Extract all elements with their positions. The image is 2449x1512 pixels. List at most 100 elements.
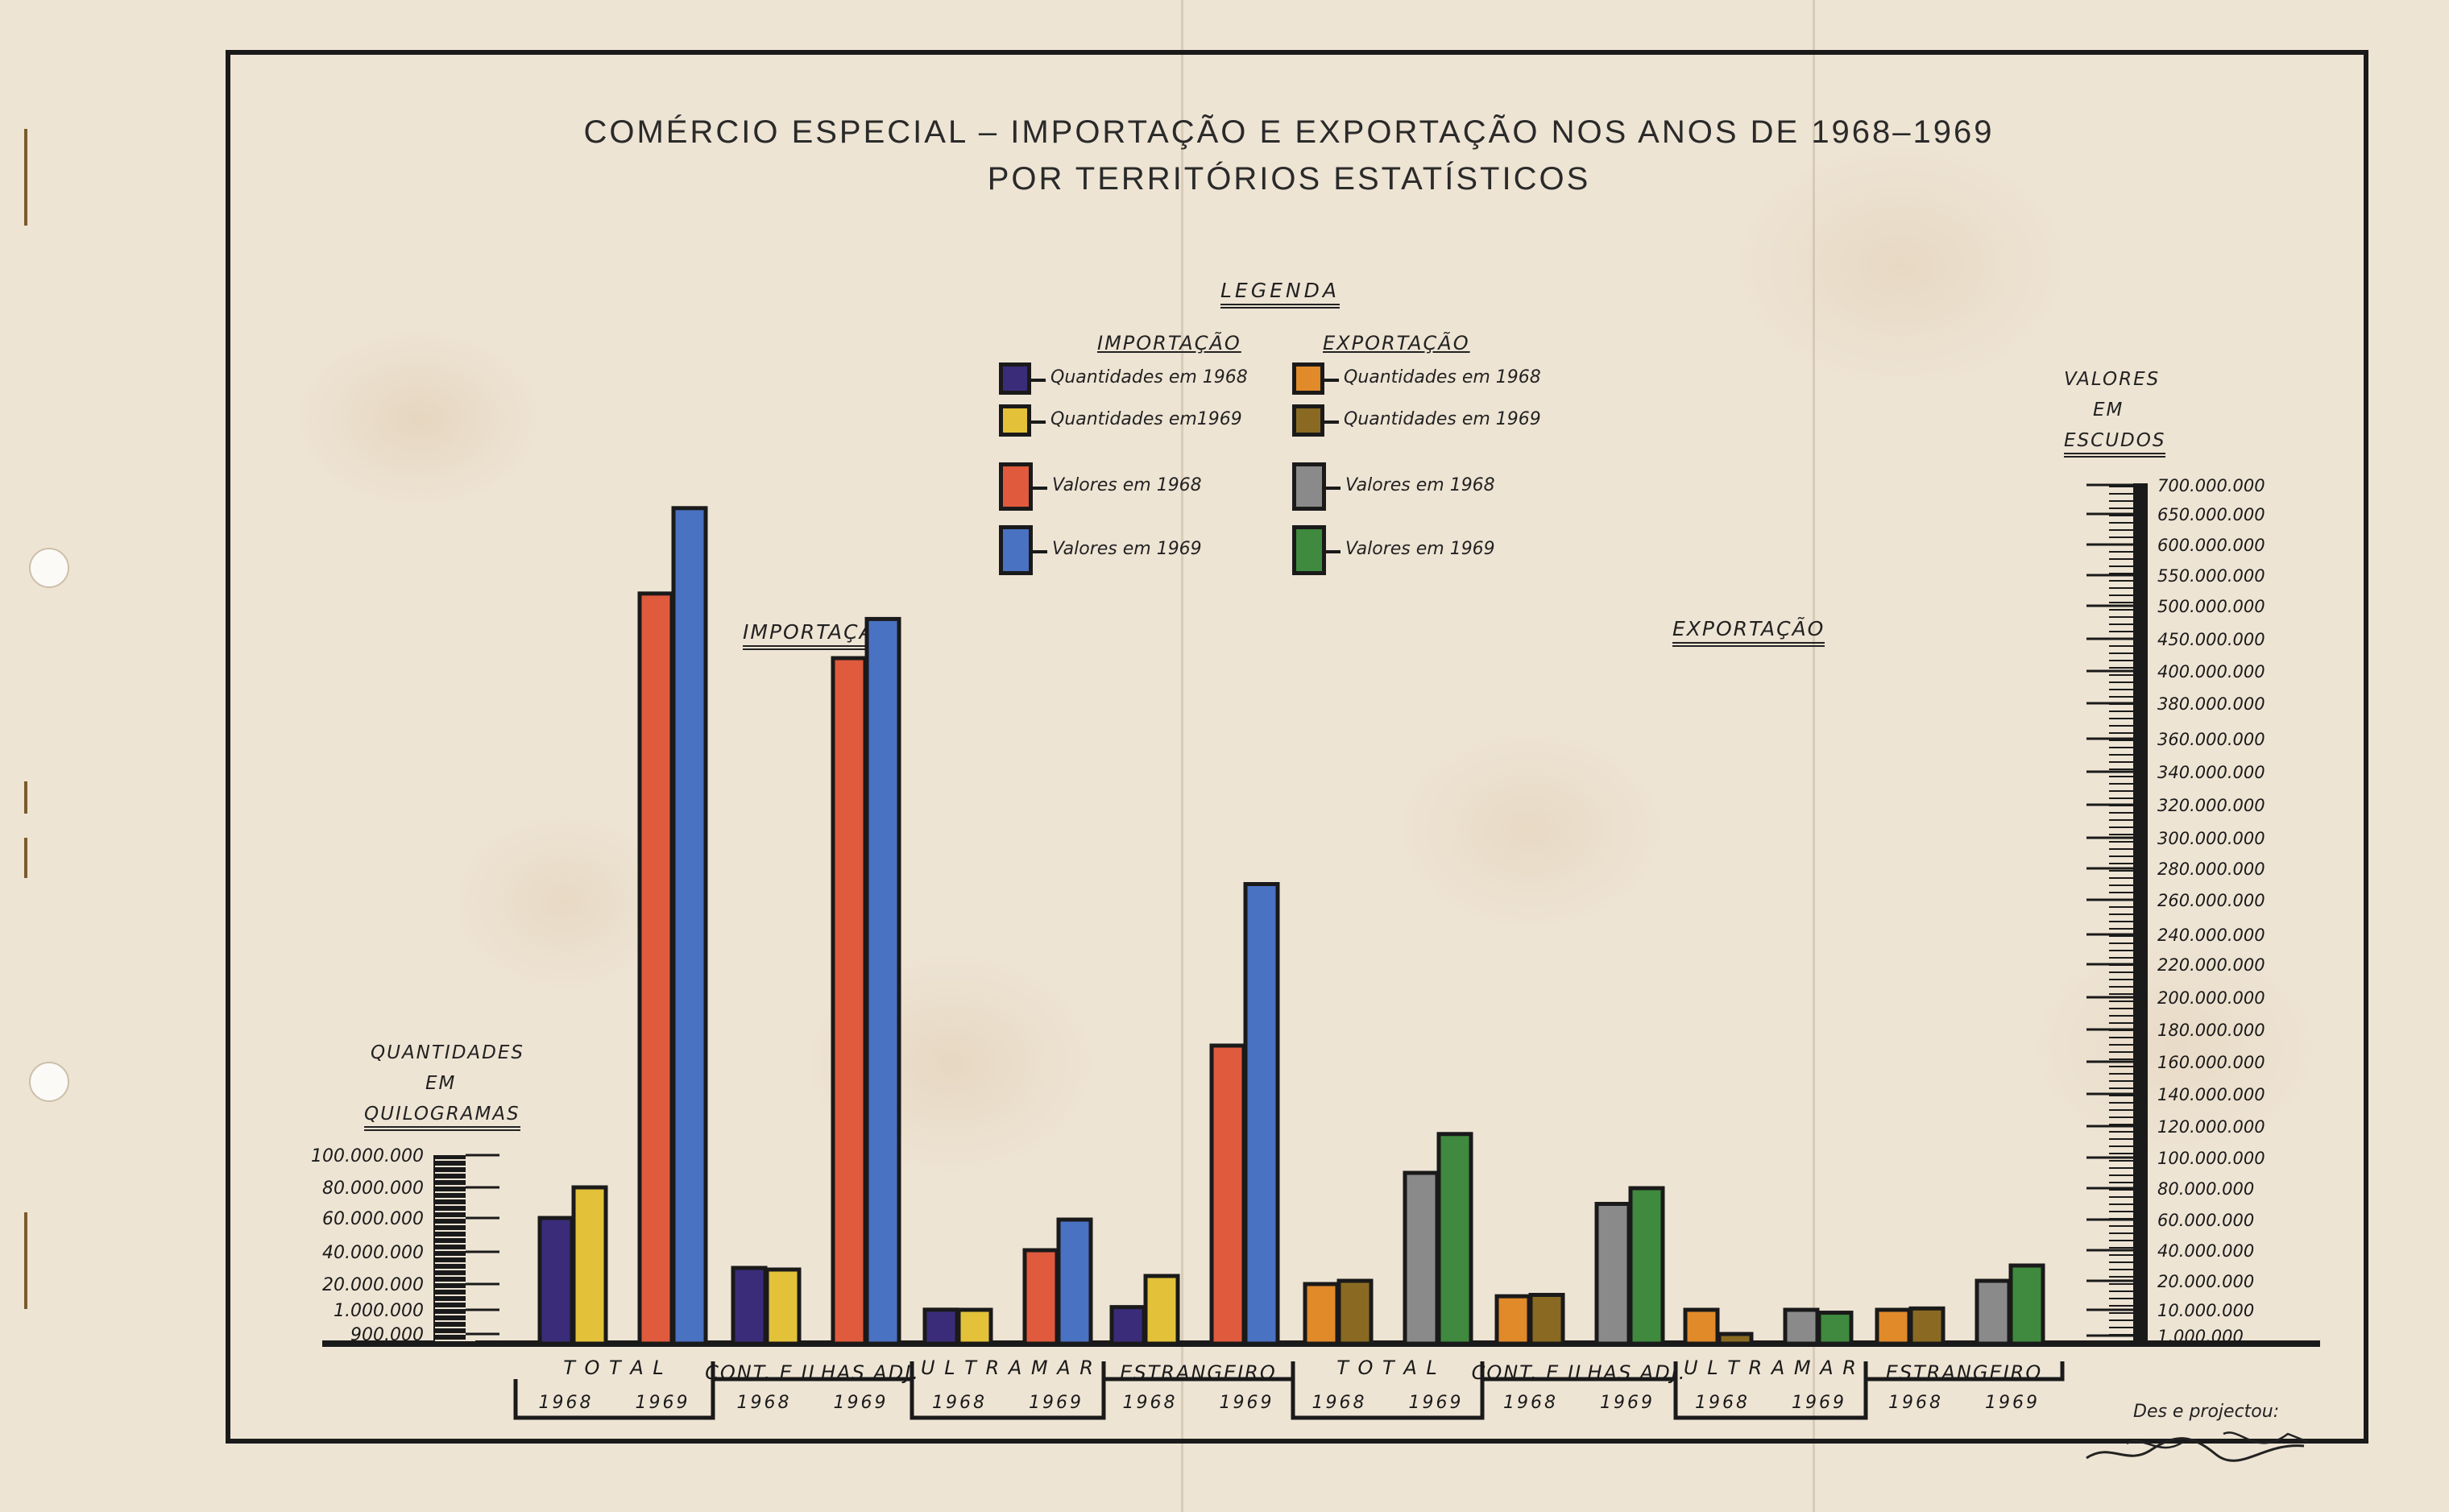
category-label: ESTRANGEIRO [1120, 1361, 1277, 1384]
right-axis-tick-label: 400.000.000 [2157, 662, 2265, 681]
legend-connector [1326, 487, 1341, 490]
bar [537, 1216, 574, 1346]
legend-connector [1033, 487, 1047, 490]
left-axis-title-line: QUILOGRAMAS [364, 1104, 520, 1131]
bar [1022, 1248, 1059, 1346]
legend-connector [1324, 420, 1339, 424]
category-bracket [1673, 1379, 1868, 1420]
right-axis-ruler [2133, 483, 2148, 1344]
legend-label: Valores em 1968 [1052, 475, 1202, 495]
bar [1243, 882, 1280, 1346]
bar [731, 1266, 768, 1346]
year-label: 1968 [1312, 1393, 1367, 1413]
legend-swatch [1292, 462, 1326, 511]
left-axis-title-line: QUANTIDADES [371, 1042, 524, 1063]
right-axis-tick-label: 300.000.000 [2157, 829, 2265, 848]
legend-swatch [999, 362, 1031, 395]
bar [1403, 1170, 1440, 1346]
right-axis-tick-label: 280.000.000 [2157, 860, 2265, 879]
legend-label: Quantidades em 1968 [1344, 367, 1541, 387]
fold-line [1813, 0, 1815, 1512]
right-axis-tick-label: 600.000.000 [2157, 536, 2265, 555]
bar [1975, 1278, 2012, 1346]
left-axis-tick-label: 1.000.000 [334, 1301, 424, 1321]
category-bracket [513, 1379, 715, 1420]
right-axis-tick-label: 20.000.000 [2157, 1272, 2254, 1291]
year-label: 1968 [1888, 1393, 1943, 1413]
category-bracket [1101, 1361, 1295, 1382]
year-label: 1968 [1695, 1393, 1750, 1413]
category-bracket [1480, 1361, 1678, 1382]
right-axis-tick-label: 220.000.000 [2157, 955, 2265, 975]
binder-mark [24, 838, 27, 878]
fold-line [1181, 0, 1183, 1512]
chart-title: COMÉRCIO ESPECIAL – IMPORTAÇÃO E EXPORTA… [583, 114, 1995, 150]
right-axis-tick-label: 700.000.000 [2157, 476, 2265, 495]
right-axis-tick-label: 360.000.000 [2157, 730, 2265, 749]
category-label: U L T R A M A R [1684, 1357, 1858, 1379]
legend-label: Valores em 1969 [1052, 539, 1202, 559]
right-axis-tick-label: 380.000.000 [2157, 694, 2265, 714]
year-label: 1969 [1792, 1393, 1846, 1413]
category-label: T O T A L [563, 1357, 665, 1379]
bar [956, 1307, 993, 1346]
bar [2008, 1263, 2045, 1346]
right-axis-tick-label: 120.000.000 [2157, 1117, 2265, 1137]
year-label: 1968 [1503, 1393, 1558, 1413]
left-axis-tick-label: 40.000.000 [322, 1243, 424, 1263]
category-label: ESTRANGEIRO [1886, 1361, 2043, 1384]
bar [1683, 1307, 1720, 1346]
category-label: T O T A L [1336, 1357, 1439, 1379]
category-bracket [910, 1379, 1106, 1420]
legend-swatch [1292, 362, 1324, 395]
binder-mark [24, 129, 27, 226]
right-axis-tick-label: 320.000.000 [2157, 796, 2265, 815]
right-axis-tick-label: 80.000.000 [2157, 1179, 2254, 1199]
right-axis-tick-label: 500.000.000 [2157, 597, 2265, 616]
right-axis-tick-label: 160.000.000 [2157, 1053, 2265, 1072]
left-axis-title-line: EM [425, 1073, 457, 1094]
legend-export-heading: EXPORTAÇÃO [1323, 332, 1470, 354]
punch-hole [29, 1062, 69, 1102]
year-label: 1969 [1409, 1393, 1464, 1413]
legend-swatch [999, 404, 1031, 437]
right-axis-tick-label: 140.000.000 [2157, 1085, 2265, 1104]
year-label: 1968 [737, 1393, 792, 1413]
bar [831, 656, 868, 1346]
right-axis-tick-label: 240.000.000 [2157, 926, 2265, 945]
bar [1875, 1307, 1912, 1346]
right-axis-tick-label: 450.000.000 [2157, 630, 2265, 649]
bar [571, 1185, 608, 1346]
year-label: 1969 [1985, 1393, 2040, 1413]
chart-frame [226, 50, 2368, 1444]
right-axis-tick-label: 260.000.000 [2157, 891, 2265, 910]
bar [765, 1267, 802, 1346]
category-label: CONT. E ILHAS ADJ. [705, 1361, 920, 1384]
legend-swatch [1292, 525, 1326, 575]
punch-hole [29, 548, 69, 588]
bar [1717, 1332, 1754, 1346]
legend-label: Quantidades em 1969 [1344, 409, 1541, 429]
right-axis-tick-label: 10.000.000 [2157, 1301, 2254, 1320]
right-axis-tick-label: 180.000.000 [2157, 1021, 2265, 1040]
bar [671, 506, 708, 1346]
year-label: 1969 [834, 1393, 889, 1413]
left-axis-tick-label: 80.000.000 [322, 1179, 424, 1199]
right-axis-title-line: VALORES [2064, 369, 2161, 390]
legend-swatch [999, 525, 1033, 575]
bar [1436, 1132, 1473, 1346]
bar [1817, 1311, 1854, 1346]
bar [864, 616, 901, 1346]
category-label: U L T R A M A R [921, 1357, 1095, 1379]
year-label: 1968 [932, 1393, 987, 1413]
right-axis-title-line: EM [2093, 400, 2124, 420]
legend-connector [1326, 550, 1341, 553]
bar [1494, 1294, 1531, 1346]
right-axis-tick-label: 40.000.000 [2157, 1241, 2254, 1261]
bar [1594, 1202, 1631, 1346]
legend-connector [1031, 379, 1046, 382]
right-axis-title-line: ESCUDOS [2064, 430, 2166, 458]
export-section-label: EXPORTAÇÃO [1672, 617, 1825, 647]
year-label: 1968 [1123, 1393, 1178, 1413]
